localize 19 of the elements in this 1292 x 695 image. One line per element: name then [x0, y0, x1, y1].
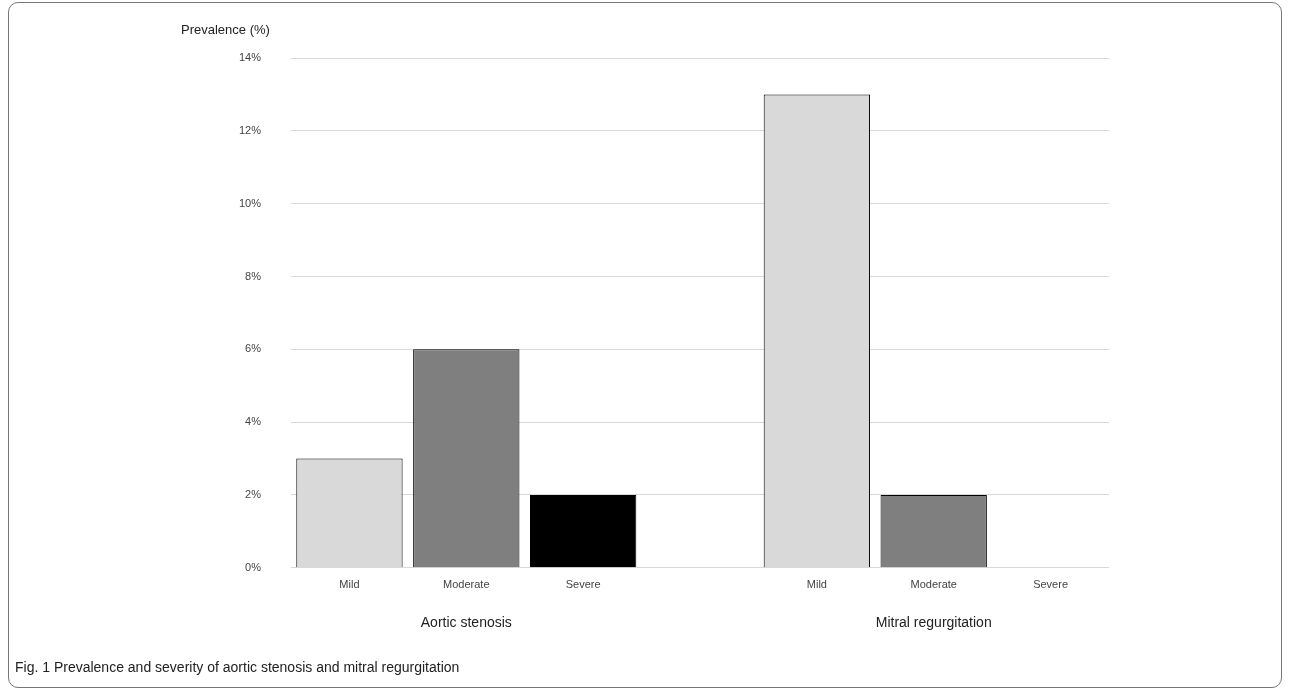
text: Mitral regurgitation	[875, 613, 992, 630]
bar	[529, 494, 637, 568]
x-tick-label: Mild	[339, 578, 360, 591]
text: Aortic stenosis	[420, 613, 512, 630]
y-axis-title: Prevalence (%)	[181, 21, 270, 37]
x-tick-label: Moderate	[910, 578, 957, 591]
y-tick-label: 10%	[238, 196, 262, 209]
y-tick-label: 12%	[238, 123, 262, 136]
y-tick-label: 4%	[245, 415, 262, 428]
caption: Fig. 1 Prevalence and severity of aortic stenosis and mitral regurgitation	[15, 659, 460, 675]
x-tick-label: Severe	[565, 578, 601, 591]
y-tick-label: 6%	[245, 342, 262, 355]
x-tick-label: Severe	[1033, 578, 1068, 591]
x-tick-label: Moderate	[443, 578, 490, 591]
y-tick-label: 2%	[245, 488, 262, 500]
y-tick-label: 14%	[238, 51, 262, 64]
x-tick-label: Mild	[806, 578, 827, 591]
y-tick-label: 0%	[245, 560, 262, 573]
y-tick-label: 8%	[245, 269, 262, 282]
